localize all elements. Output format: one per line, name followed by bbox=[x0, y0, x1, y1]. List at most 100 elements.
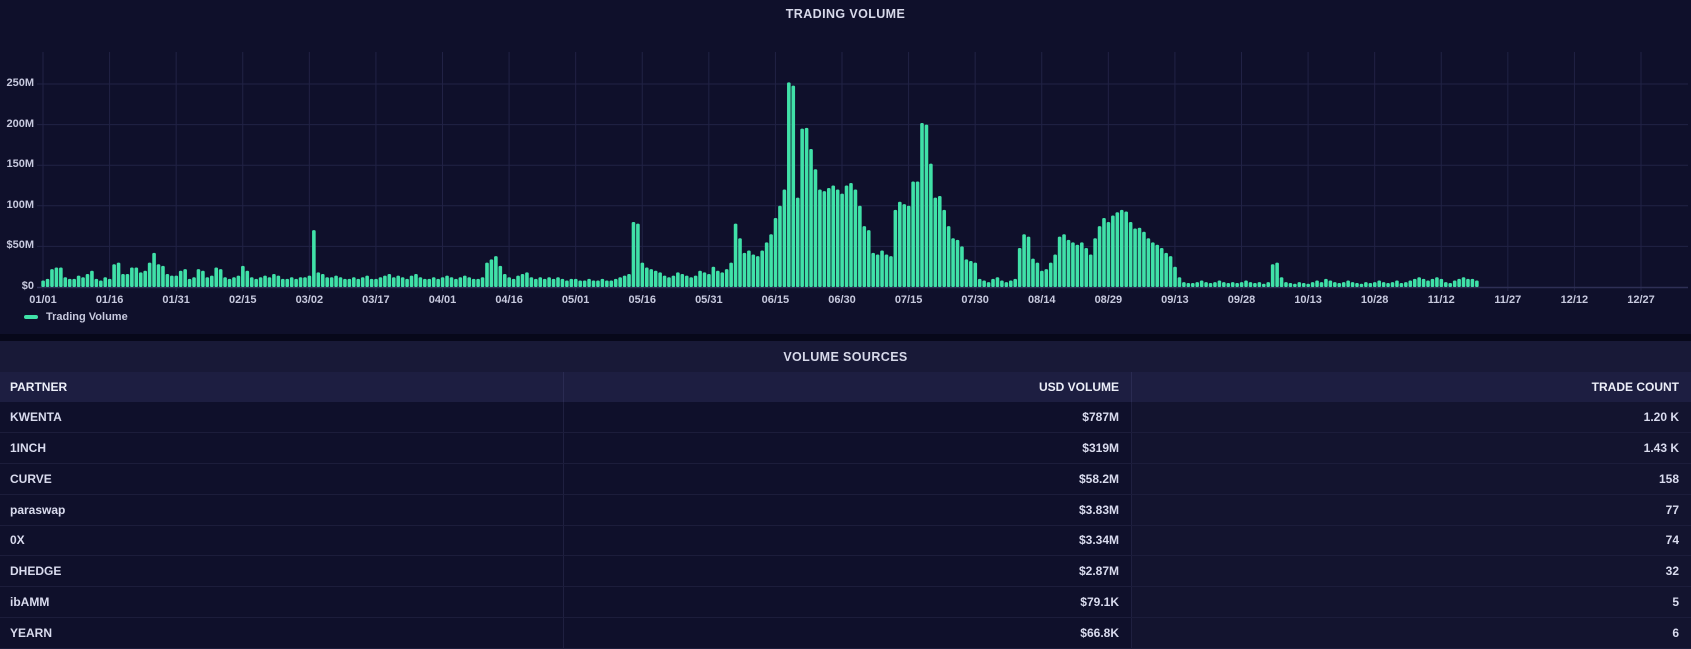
volume-bar[interactable] bbox=[462, 275, 467, 287]
volume-bar[interactable] bbox=[507, 277, 511, 287]
volume-bar[interactable] bbox=[778, 205, 782, 287]
volume-bar[interactable] bbox=[702, 272, 707, 287]
volume-bar[interactable] bbox=[63, 277, 68, 287]
volume-bar[interactable] bbox=[1159, 248, 1164, 287]
volume-bar[interactable] bbox=[165, 274, 170, 287]
volume-bar[interactable] bbox=[955, 239, 960, 287]
volume-bar[interactable] bbox=[1071, 242, 1075, 287]
volume-bar[interactable] bbox=[369, 278, 374, 287]
volume-bar[interactable] bbox=[653, 270, 658, 287]
volume-bar[interactable] bbox=[906, 205, 911, 287]
volume-bar[interactable] bbox=[1284, 282, 1288, 287]
volume-bar[interactable] bbox=[875, 254, 880, 287]
volume-bar[interactable] bbox=[254, 278, 258, 287]
volume-bar[interactable] bbox=[751, 254, 756, 287]
volume-bar[interactable] bbox=[982, 280, 986, 288]
volume-bar[interactable] bbox=[85, 274, 90, 287]
volume-bar[interactable] bbox=[502, 274, 507, 287]
volume-bar[interactable] bbox=[929, 163, 933, 287]
volume-bar[interactable] bbox=[241, 265, 245, 287]
volume-bar[interactable] bbox=[1040, 270, 1044, 287]
volume-bar[interactable] bbox=[1404, 282, 1408, 287]
volume-bar[interactable] bbox=[263, 275, 267, 287]
volume-bar[interactable] bbox=[689, 277, 693, 287]
volume-bar[interactable] bbox=[609, 280, 614, 288]
volume-bar[interactable] bbox=[1195, 282, 1200, 287]
volume-bar[interactable] bbox=[445, 275, 449, 287]
volume-bar[interactable] bbox=[991, 278, 995, 287]
volume-bar[interactable] bbox=[387, 274, 392, 287]
volume-bar[interactable] bbox=[551, 278, 556, 287]
volume-bar[interactable] bbox=[1301, 282, 1306, 287]
volume-bar[interactable] bbox=[90, 270, 94, 287]
volume-bar[interactable] bbox=[1346, 280, 1350, 288]
volume-bar[interactable] bbox=[831, 185, 836, 288]
volume-bar[interactable] bbox=[1461, 277, 1466, 287]
volume-bar[interactable] bbox=[1266, 282, 1271, 287]
volume-bar[interactable] bbox=[298, 277, 303, 287]
volume-bar[interactable] bbox=[232, 277, 236, 287]
volume-bar[interactable] bbox=[787, 82, 791, 287]
volume-bar[interactable] bbox=[840, 193, 844, 287]
volume-bar[interactable] bbox=[325, 277, 329, 287]
volume-bar[interactable] bbox=[414, 274, 418, 287]
volume-bar[interactable] bbox=[201, 270, 205, 287]
volume-bar[interactable] bbox=[933, 197, 938, 287]
volume-bar[interactable] bbox=[1257, 282, 1262, 287]
volume-bar[interactable] bbox=[1372, 282, 1377, 287]
volume-bar[interactable] bbox=[1137, 227, 1142, 287]
volume-bar[interactable] bbox=[547, 277, 551, 287]
volume-bar[interactable] bbox=[365, 275, 369, 287]
volume-bar[interactable] bbox=[1297, 282, 1302, 287]
volume-bar[interactable] bbox=[1288, 282, 1293, 287]
volume-bar[interactable] bbox=[707, 274, 711, 287]
volume-bar[interactable] bbox=[76, 275, 81, 287]
volume-bar[interactable] bbox=[644, 267, 649, 287]
volume-bar[interactable] bbox=[1057, 236, 1062, 287]
volume-bar[interactable] bbox=[178, 270, 183, 287]
volume-bar[interactable] bbox=[312, 230, 316, 287]
volume-bar[interactable] bbox=[627, 274, 631, 287]
volume-bar[interactable] bbox=[591, 280, 596, 288]
volume-bar[interactable] bbox=[1017, 248, 1022, 287]
volume-bar[interactable] bbox=[476, 278, 480, 287]
volume-bar[interactable] bbox=[329, 277, 334, 287]
volume-bar[interactable] bbox=[360, 277, 365, 287]
volume-bar[interactable] bbox=[1044, 269, 1049, 287]
volume-bar[interactable] bbox=[729, 262, 733, 287]
volume-bar[interactable] bbox=[218, 269, 223, 287]
volume-bar[interactable] bbox=[134, 267, 139, 287]
volume-bar[interactable] bbox=[436, 278, 440, 287]
volume-bar[interactable] bbox=[1133, 228, 1137, 287]
volume-bar[interactable] bbox=[289, 277, 294, 287]
volume-bar[interactable] bbox=[951, 238, 955, 287]
volume-bar[interactable] bbox=[1151, 242, 1155, 287]
volume-bar[interactable] bbox=[374, 278, 378, 287]
volume-bar[interactable] bbox=[800, 128, 804, 287]
volume-bar[interactable] bbox=[658, 272, 662, 287]
volume-bar[interactable] bbox=[680, 274, 685, 287]
volume-bar[interactable] bbox=[818, 189, 822, 287]
volume-bar[interactable] bbox=[600, 278, 605, 287]
volume-bar[interactable] bbox=[320, 274, 325, 287]
volume-bar[interactable] bbox=[449, 277, 454, 287]
volume-bar[interactable] bbox=[853, 189, 858, 287]
volume-bar[interactable] bbox=[804, 127, 809, 287]
volume-bar[interactable] bbox=[1310, 282, 1315, 287]
volume-bar[interactable] bbox=[1306, 283, 1310, 287]
volume-bar[interactable] bbox=[622, 275, 627, 287]
volume-bar[interactable] bbox=[782, 189, 787, 287]
volume-bar[interactable] bbox=[942, 209, 946, 287]
volume-bar[interactable] bbox=[1097, 226, 1102, 287]
volume-bar[interactable] bbox=[1279, 277, 1284, 287]
volume-bar[interactable] bbox=[227, 278, 232, 287]
volume-bar[interactable] bbox=[773, 217, 778, 287]
volume-bar[interactable] bbox=[1341, 282, 1346, 287]
volume-bar[interactable] bbox=[1399, 282, 1404, 287]
volume-bar[interactable] bbox=[1053, 254, 1057, 287]
volume-bar[interactable] bbox=[1186, 282, 1191, 287]
volume-bar[interactable] bbox=[338, 277, 343, 287]
volume-bar[interactable] bbox=[423, 278, 427, 287]
volume-bar[interactable] bbox=[391, 277, 396, 287]
volume-bar[interactable] bbox=[116, 262, 121, 287]
